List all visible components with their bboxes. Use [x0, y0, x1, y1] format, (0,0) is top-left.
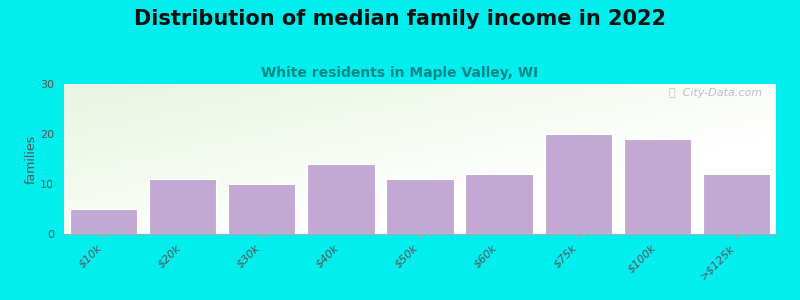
Bar	[70, 209, 137, 234]
Bar	[386, 179, 454, 234]
Bar	[545, 134, 612, 234]
Bar	[228, 184, 295, 234]
Text: Distribution of median family income in 2022: Distribution of median family income in …	[134, 9, 666, 29]
Bar	[703, 174, 770, 234]
Text: White residents in Maple Valley, WI: White residents in Maple Valley, WI	[262, 66, 538, 80]
Bar	[624, 139, 691, 234]
Bar	[149, 179, 216, 234]
Y-axis label: families: families	[24, 134, 38, 184]
Text: ⓘ  City-Data.com: ⓘ City-Data.com	[669, 88, 762, 98]
Bar	[466, 174, 533, 234]
Bar	[307, 164, 374, 234]
